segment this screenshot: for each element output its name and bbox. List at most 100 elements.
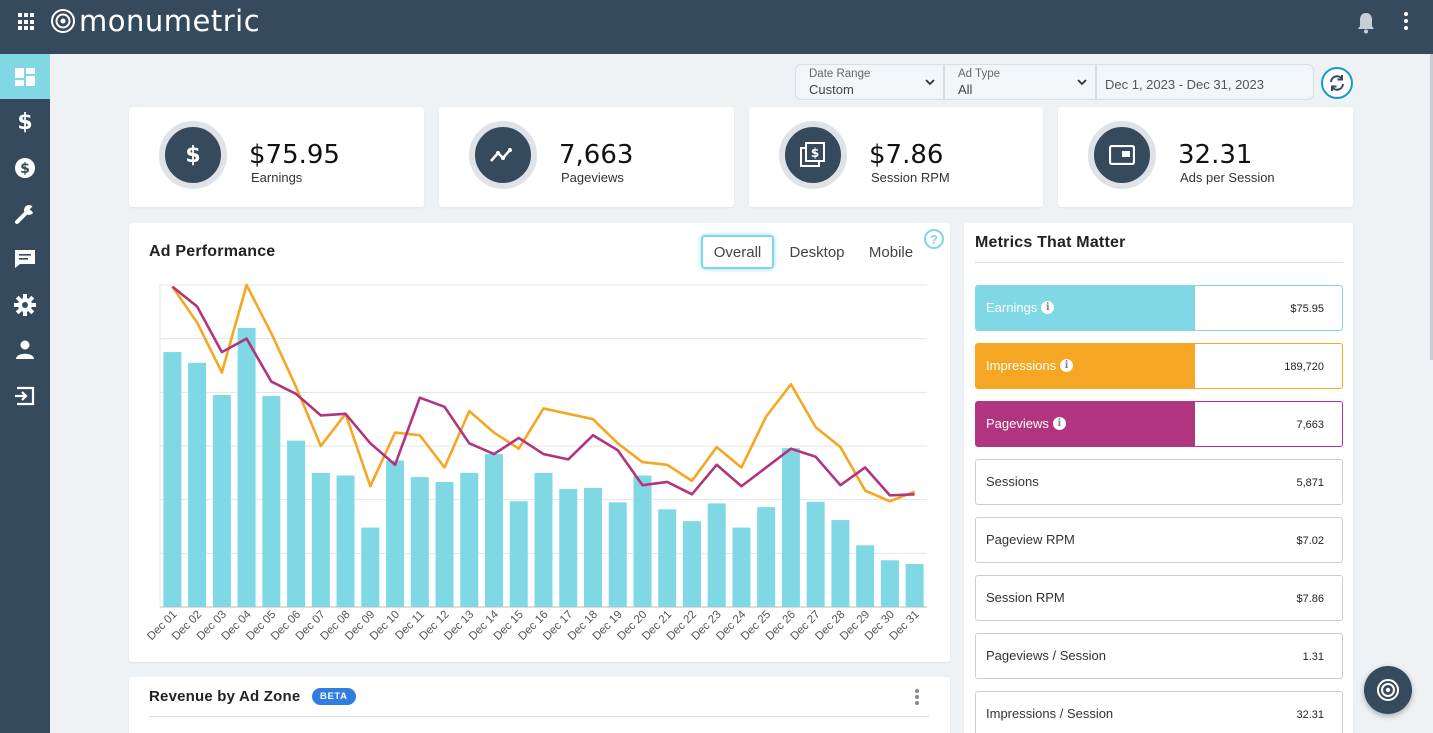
sidebar-item-payments[interactable]: $ [0,145,50,190]
chart-bar [806,501,825,607]
more-vert-icon[interactable] [914,689,920,707]
chart-bar [534,472,553,607]
metric-row-sessions[interactable]: Sessions 5,871 [975,459,1343,505]
metrics-panel: Metrics That Matter Earnings i $75.95 Imp… [964,223,1353,733]
metric-row-pageviews[interactable]: Pageviews i 7,663 [975,401,1343,447]
kpi-value: $75.95 [249,140,340,170]
chart-bar [781,448,800,607]
ad-performance-panel: Ad Performance Overall Desktop Mobile ? … [129,223,950,662]
chart-bar [633,475,652,607]
date-range-input[interactable]: Dec 1, 2023 - Dec 31, 2023 [1096,64,1314,100]
message-icon [15,249,35,268]
ad-type-select[interactable]: Ad Type All [944,64,1096,100]
chevron-down-icon [1077,79,1087,86]
more-vert-icon[interactable] [1400,12,1412,32]
info-icon[interactable]: i [1052,417,1066,430]
chat-button[interactable] [1364,666,1412,714]
metric-label: Sessions [986,474,1039,489]
help-icon[interactable]: ? [924,229,944,249]
info-icon[interactable]: i [1041,301,1055,314]
coin-icon: $ [15,157,35,178]
chart-bar [163,352,182,607]
target-logo-icon [1377,679,1399,701]
refresh-button[interactable] [1321,67,1353,99]
page-scrollbar[interactable] [1430,54,1433,360]
sidebar-item-messages[interactable] [0,236,50,281]
chart-bar [732,527,751,607]
chart-bar [460,472,479,607]
chart-bar [336,475,355,607]
metric-bar [976,402,1195,446]
dollar-icon: $ [159,121,227,189]
sidebar-item-logout[interactable] [0,373,50,418]
chart-series-line [171,283,916,503]
filter-bar: Date Range Custom Ad Type All Dec 1, 202… [795,64,1314,100]
metric-value: 1.31 [1302,651,1324,663]
metric-row-session-rpm[interactable]: Session RPM $7.86 [975,575,1343,621]
user-icon [16,340,34,359]
metric-value: 32.31 [1296,709,1324,721]
metric-row-impressions-per-session[interactable]: Impressions / Session 32.31 [975,691,1343,733]
ad-type-value: All [958,82,973,97]
metric-label: Pageviews i [986,416,1066,431]
tab-desktop[interactable]: Desktop [789,243,845,261]
sidebar-item-earnings[interactable]: $ [0,100,50,145]
divider [149,716,929,717]
logo-text: monumetric [79,4,261,38]
dollar-icon: $ [17,110,33,135]
kpi-card-earnings: $ $75.95 Earnings [129,107,424,207]
panel-title: Ad Performance [149,243,276,260]
refresh-icon [1330,75,1344,91]
metric-row-earnings[interactable]: Earnings i $75.95 [975,285,1343,331]
metric-value: 7,663 [1296,419,1324,431]
metric-value: 5,871 [1296,477,1324,489]
chart-bar [311,472,330,607]
stacked-dollar-icon: $ [779,121,847,189]
tab-mobile[interactable]: Mobile [868,243,914,261]
dashboard-icon [15,67,35,86]
gear-icon [14,293,36,316]
chart-bar [658,509,677,607]
trend-icon [469,121,537,189]
metric-value: $7.86 [1296,593,1324,605]
date-range-label: Date Range [809,68,871,80]
sidebar-item-tools[interactable] [0,191,50,236]
metric-value: $75.95 [1290,303,1324,315]
chart-bar [410,477,429,607]
chart-bar [361,527,380,607]
metric-bar [976,286,1195,330]
metric-label: Impressions / Session [986,706,1114,721]
chart-bar [682,521,701,607]
panel-title: Revenue by Ad Zone [149,688,301,705]
metric-row-pageview-rpm[interactable]: Pageview RPM $7.02 [975,517,1343,563]
sidebar-item-dashboard[interactable] [0,54,50,99]
metric-row-impressions[interactable]: Impressions i 189,720 [975,343,1343,389]
chart-bar [880,560,899,607]
logo[interactable]: monumetric [50,4,260,38]
metric-label: Impressions i [986,358,1074,373]
ad-type-label: Ad Type [958,68,1000,80]
apps-grid-icon[interactable] [18,13,36,31]
sidebar-item-settings[interactable] [0,282,50,327]
info-icon[interactable]: i [1060,359,1074,372]
chart-bar [237,327,256,607]
tab-overall[interactable]: Overall [701,235,774,269]
chart-bar [757,507,776,607]
chart-bar [856,545,875,607]
bell-icon[interactable] [1356,12,1376,34]
ad-frame-icon [1088,121,1156,189]
chart-bar [831,520,850,607]
kpi-label: Pageviews [561,170,624,185]
metric-label: Pageviews / Session [986,648,1106,663]
svg-text:$: $ [811,146,819,160]
metric-bar [976,344,1195,388]
date-range-select[interactable]: Date Range Custom [795,64,944,100]
sidebar: $ $ [0,54,50,733]
sidebar-item-account[interactable] [0,327,50,372]
chart-bar [559,488,578,607]
chart-bar [212,395,231,607]
date-range-value: Custom [809,82,854,97]
metric-row-pageviews-per-session[interactable]: Pageviews / Session 1.31 [975,633,1343,679]
metric-value: 189,720 [1284,361,1324,373]
